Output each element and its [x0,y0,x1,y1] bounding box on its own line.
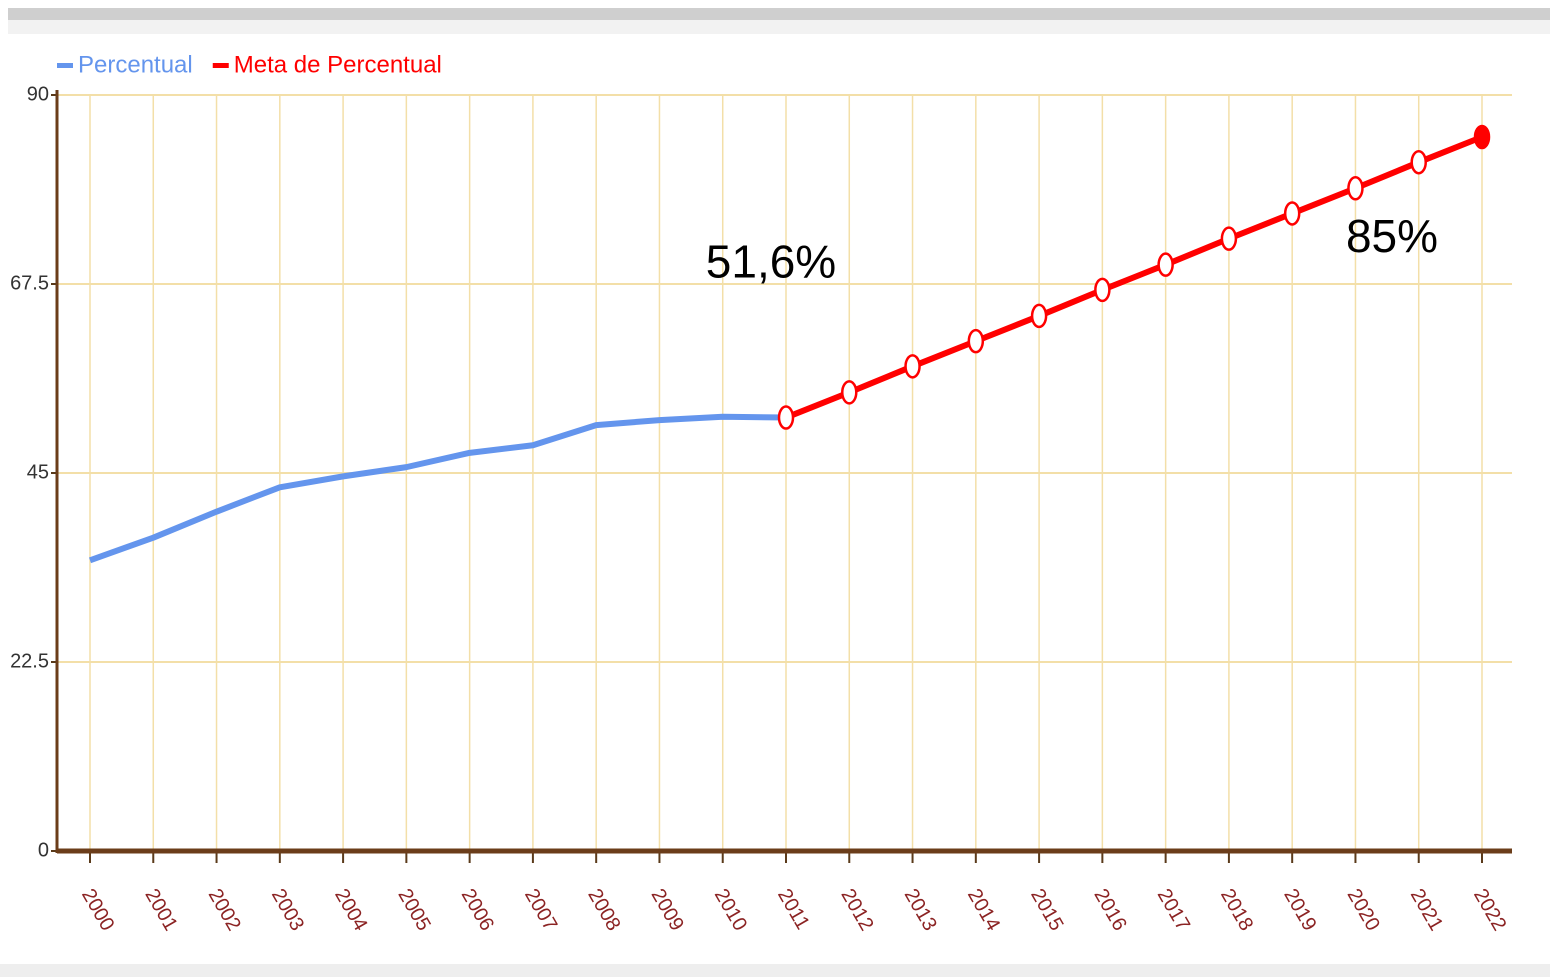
x-tick-label: 2010 [710,885,751,935]
x-tick-label: 2020 [1343,885,1384,935]
series-line [88,413,787,564]
data-label: 85% [1346,210,1438,262]
y-tick-label: 45 [27,461,49,483]
point-marker [904,354,921,379]
point-marker [841,380,858,405]
x-tick-label: 2013 [900,885,941,935]
point-marker [1030,303,1048,329]
x-tick-label: 2011 [773,885,814,933]
top-bar-shade [8,20,1550,34]
x-tick-label: 2015 [1026,885,1067,935]
point-marker [1283,201,1301,226]
point-marker [1220,226,1238,251]
bottom-bar [0,964,1550,977]
x-tick-label: 2002 [204,885,245,935]
x-tick-label: 2022 [1469,885,1510,935]
x-tick-label: 2007 [520,885,561,935]
x-tick-label: 2009 [647,885,688,935]
data-label: 51,6% [706,236,836,288]
series-line [784,134,1484,421]
legend-swatch [212,63,229,68]
point-marker [1473,124,1491,150]
x-tick-label: 2021 [1406,885,1447,935]
y-tick-label: 67.5 [10,272,49,294]
point-marker [1347,175,1364,201]
x-tick-label: 2012 [836,885,877,935]
x-tick-label: 2016 [1089,885,1130,935]
x-tick-label: 2008 [583,885,624,935]
y-tick-label: 22.5 [10,650,49,672]
point-marker [1094,277,1111,303]
x-tick-label: 2000 [77,885,118,935]
y-tick-label: 0 [38,839,49,861]
x-tick-label: 2005 [393,885,434,935]
top-bar [8,8,1550,20]
x-tick-label: 2003 [267,885,308,935]
x-tick-label: 2014 [963,885,1004,935]
point-marker [967,328,985,354]
legend-label: Percentual [78,51,193,78]
x-tick-label: 2006 [457,885,498,935]
x-tick-label: 2001 [140,885,181,935]
legend-swatch [57,63,73,68]
legend-label: Meta de Percentual [234,51,442,78]
point-marker [777,405,795,430]
x-tick-label: 2019 [1279,885,1320,935]
point-marker [1410,149,1427,175]
x-tick-label: 2017 [1153,885,1194,935]
x-tick-label: 2018 [1216,885,1257,935]
point-marker [1157,252,1174,277]
y-tick-label: 90 [27,83,49,105]
x-tick-label: 2004 [330,885,371,935]
